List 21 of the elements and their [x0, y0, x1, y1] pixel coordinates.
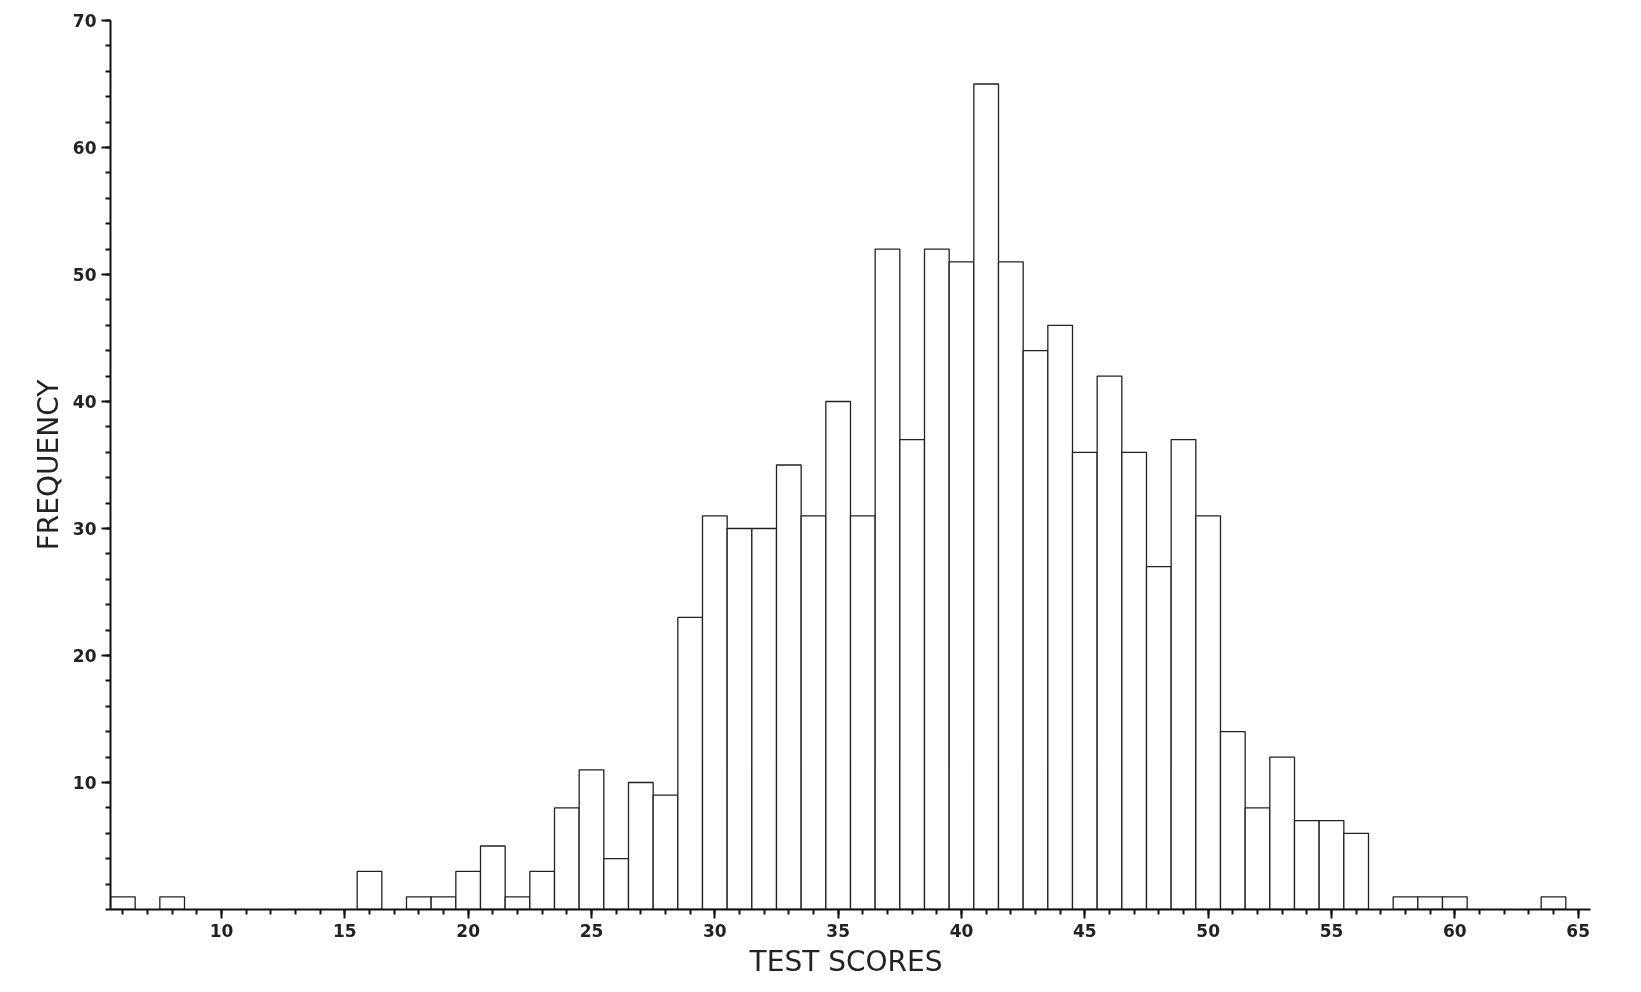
x-tick-label: 15 [333, 920, 357, 941]
x-tick-label: 60 [1443, 920, 1467, 941]
x-tick-label: 30 [703, 920, 727, 941]
x-tick-label: 20 [456, 920, 481, 941]
y-tick-label: 40 [72, 392, 97, 412]
y-axis-title: FREQUENCY [31, 378, 65, 551]
x-tick-label: 35 [826, 920, 851, 941]
x-tick-label: 25 [579, 920, 604, 941]
y-tick-label: 60 [72, 138, 97, 158]
x-tick-label: 10 [209, 920, 234, 941]
y-tick-label: 50 [72, 265, 97, 285]
x-tick-label: 65 [1566, 920, 1591, 941]
x-tick-label: 55 [1319, 920, 1344, 941]
x-tick-label: 50 [1196, 920, 1221, 941]
x-tick-label: 40 [949, 920, 974, 941]
y-tick-label: 70 [72, 11, 97, 31]
y-tick-label: 20 [72, 646, 97, 666]
y-tick-label: 10 [72, 773, 97, 793]
y-tick-label: 30 [72, 519, 97, 539]
x-tick-label: 45 [1073, 920, 1097, 941]
x-axis-title: TEST SCORES [748, 944, 943, 978]
